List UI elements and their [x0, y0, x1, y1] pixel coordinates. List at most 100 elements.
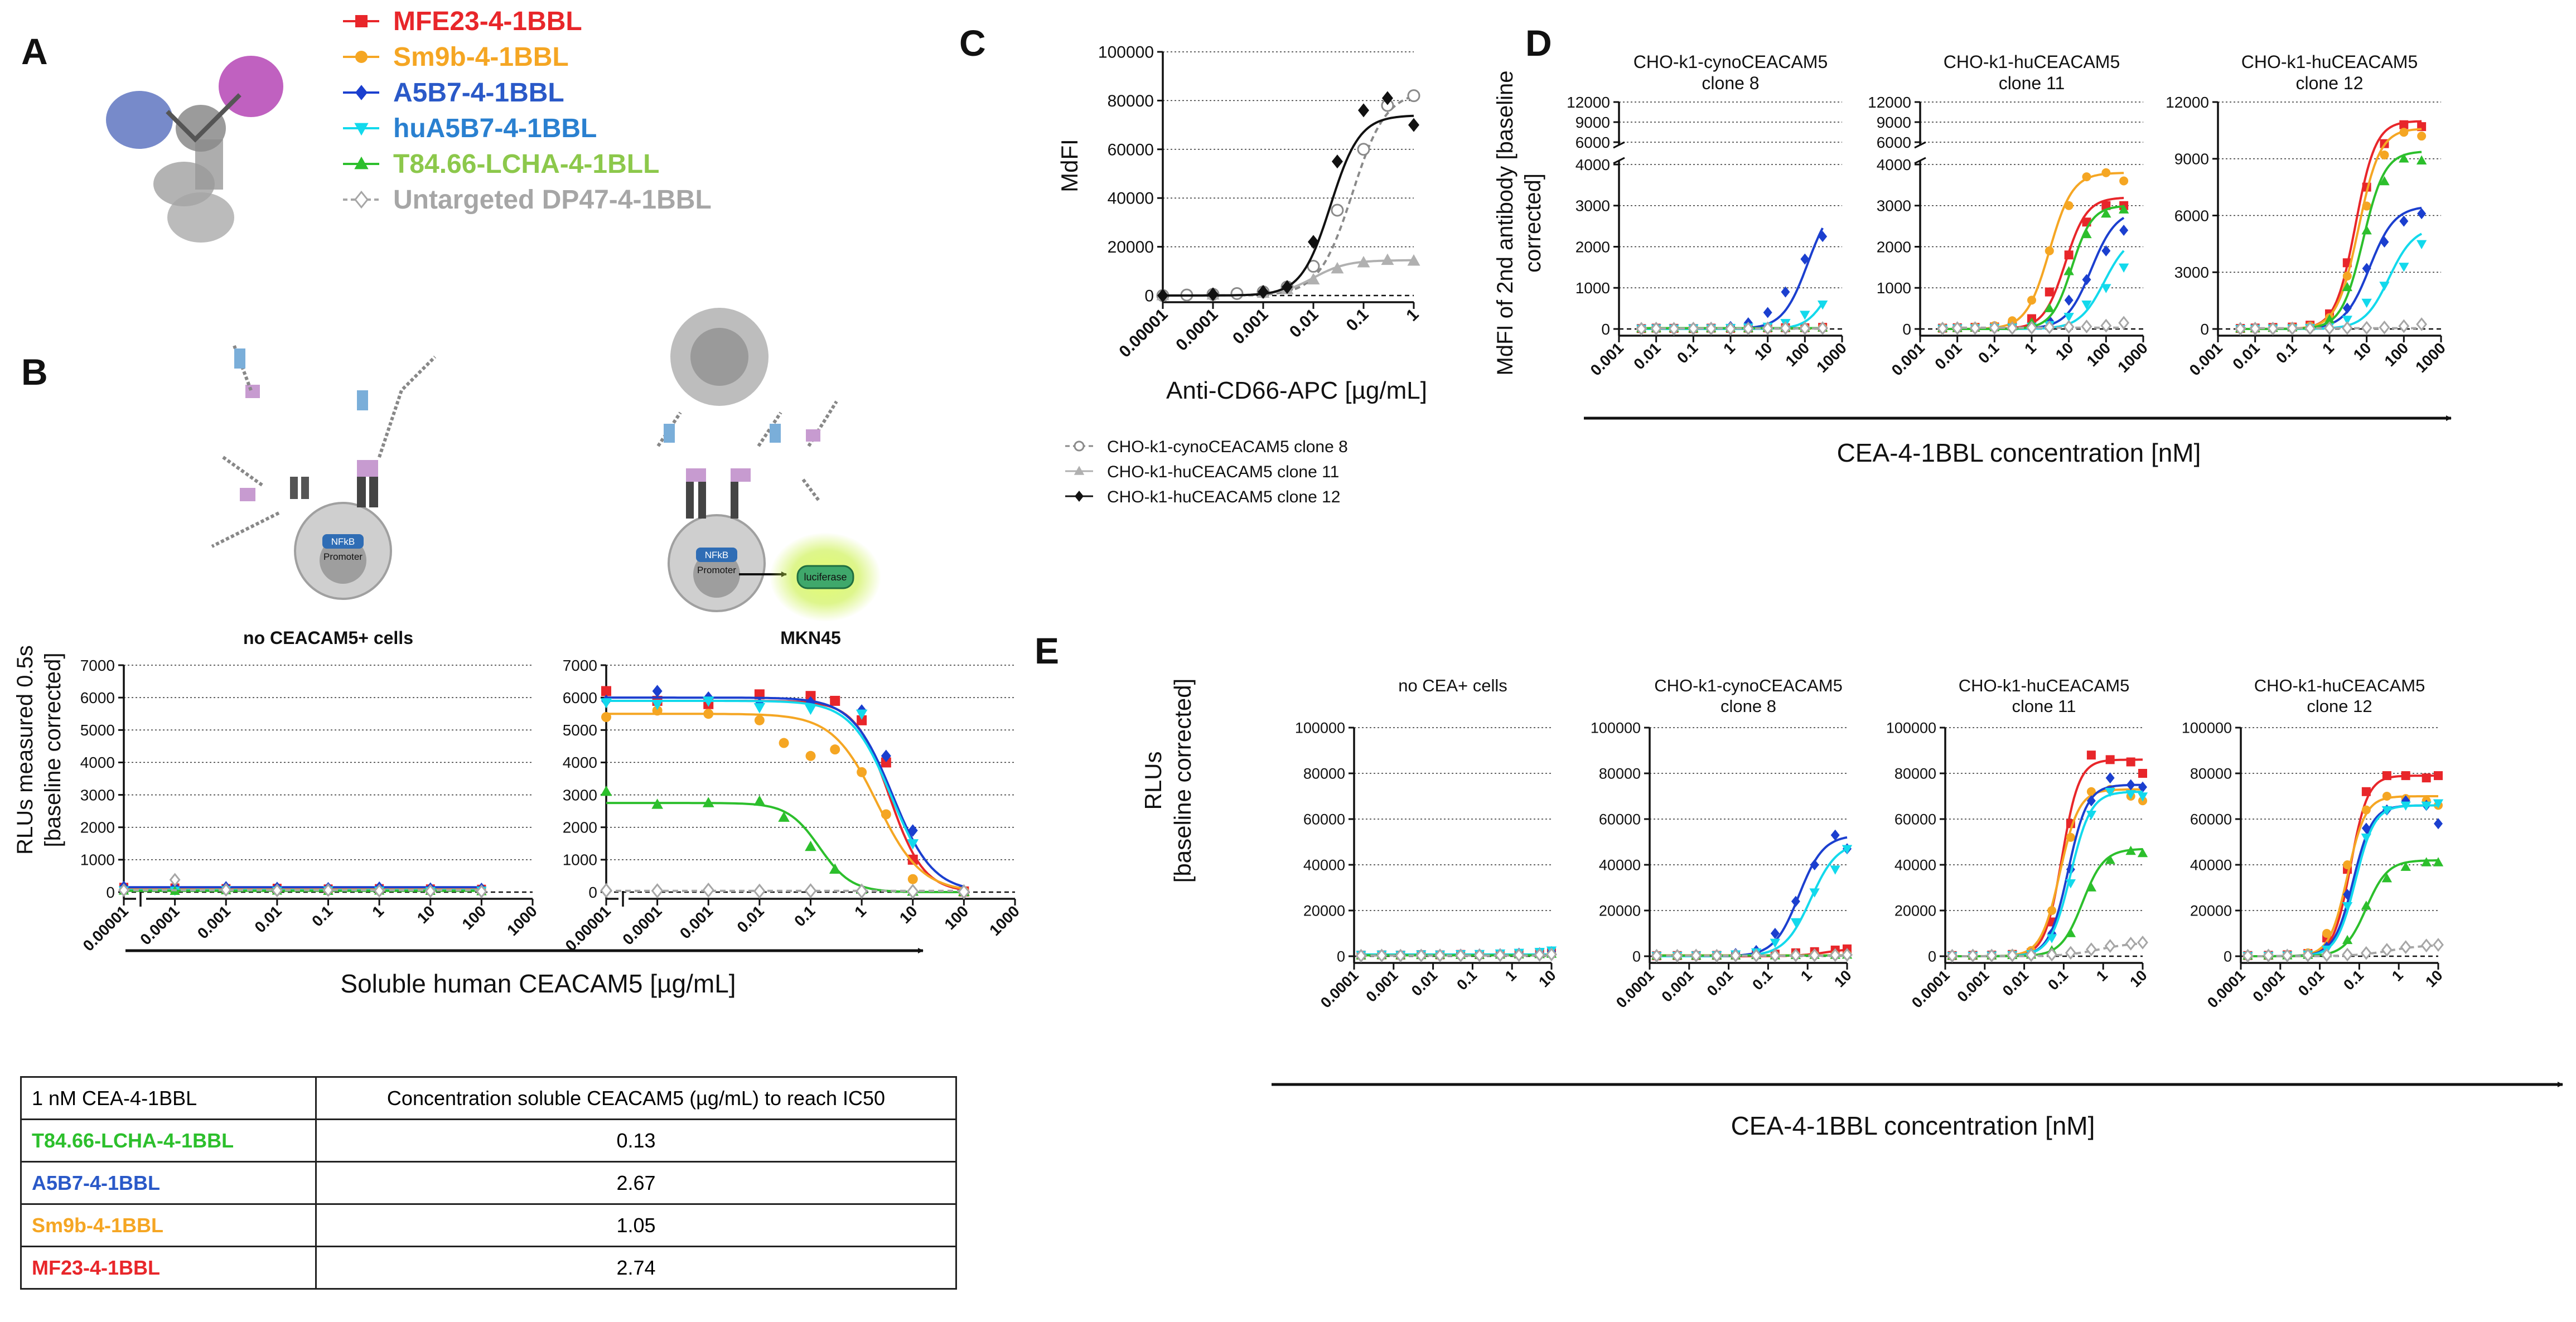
x-tick-label: 0.1 [308, 902, 336, 929]
data-point [829, 863, 841, 874]
data-point [1331, 204, 1344, 217]
data-point [2066, 832, 2075, 842]
series-fit-line [1952, 788, 2143, 957]
panel-b-xlabel: Soluble human CEACAM5 [µg/mL] [340, 969, 736, 998]
x-tick-label: 1 [2093, 967, 2111, 985]
series-fit-line [2248, 859, 2438, 957]
y-tick-label: 20000 [2190, 902, 2232, 919]
data-point [1830, 829, 1840, 841]
data-point [2065, 928, 2076, 937]
data-point [907, 824, 918, 837]
data-point [354, 190, 369, 209]
data-point [1763, 307, 1772, 318]
panel-label-d: D [1525, 22, 1552, 64]
data-point [1781, 286, 1790, 298]
y-tick-label: 6000 [1575, 134, 1610, 151]
x-tick-label: 0.01 [251, 902, 284, 936]
x-tick-label: 10 [896, 902, 921, 927]
x-tick-label: 0.01 [2229, 339, 2263, 372]
data-point [2400, 940, 2411, 955]
legend-label: CHO-k1-huCEACAM5 clone 11 [1107, 463, 1339, 481]
x-tick-label: 1 [1403, 306, 1422, 325]
panel-d-ylabel-line1: MdFI of 2nd antibody [baseline [1493, 70, 1517, 375]
table-row: Sm9b-4-1BBL 1.05 [20, 1203, 957, 1247]
chart-B1: no CEACAM5+ cells 0 1000 2000 3000 4000 5000 60… [80, 628, 540, 955]
data-point [1688, 321, 1699, 336]
data-point [2341, 321, 2353, 335]
data-point [2008, 316, 2017, 326]
x-tick-label: 0.1 [2340, 967, 2367, 994]
x-tick-label: 0.0001 [1613, 967, 1657, 1011]
data-point [2421, 857, 2432, 866]
data-point [1742, 321, 1754, 336]
data-point [1842, 845, 1853, 854]
legend-label: CHO-k1-cynoCEACAM5 clone 8 [1107, 438, 1348, 456]
data-point [805, 691, 816, 701]
data-point [1357, 143, 1370, 156]
y-tick-label: 2000 [1575, 238, 1610, 255]
data-point [2045, 287, 2054, 297]
data-point [2101, 284, 2111, 293]
data-point [2063, 319, 2075, 334]
data-point [779, 738, 789, 748]
y-tick-label: 7000 [80, 657, 115, 674]
data-point [355, 51, 368, 63]
x-tick-label: 1 [2389, 967, 2406, 985]
data-point [2380, 150, 2389, 159]
y-tick-label: 40000 [2190, 856, 2232, 873]
data-point [1358, 103, 1369, 118]
data-point [2043, 320, 2055, 335]
y-tick-label: 0 [1337, 948, 1345, 965]
x-tick-label: 10 [2126, 967, 2150, 990]
data-point [2137, 792, 2148, 802]
y-tick-label: 20000 [1599, 902, 1641, 919]
y-tick-label: 60000 [1108, 141, 1154, 159]
x-tick-label: 0.0001 [2204, 967, 2249, 1011]
chart-title: clone 12 [2296, 73, 2364, 93]
data-point [753, 883, 766, 899]
table-row: MF23-4-1BBL 2.74 [20, 1246, 957, 1290]
data-point [1946, 948, 1958, 963]
data-point [702, 797, 714, 807]
x-tick-label: 10 [2350, 339, 2375, 364]
promoter-label: Promoter [697, 565, 736, 575]
data-point [2361, 805, 2371, 815]
data-point [2046, 947, 2058, 962]
data-point [1281, 280, 1293, 294]
data-point [2242, 948, 2254, 963]
data-point [1074, 466, 1085, 475]
data-point [1791, 895, 1800, 907]
data-point [1355, 948, 1367, 963]
x-tick-label: 0.01 [1704, 967, 1736, 999]
data-point [2399, 128, 2409, 137]
data-point [424, 884, 436, 898]
data-point [1790, 948, 1801, 962]
data-point [271, 883, 283, 898]
nfkb-label: NFkB [705, 550, 729, 560]
data-point [2361, 900, 2372, 910]
y-tick-label: 40000 [1303, 856, 1345, 873]
legend-label: Sm9b-4-1BBL [393, 42, 569, 72]
y-tick-label: 60000 [1303, 811, 1345, 827]
x-tick-label: 0.1 [1975, 339, 2002, 366]
data-point [857, 715, 867, 725]
data-point [2065, 879, 2076, 889]
data-point [1395, 948, 1407, 963]
x-tick-label: 0.01 [1408, 967, 1441, 999]
legend-label: MFE23-4-1BBL [393, 7, 582, 36]
data-point [2137, 935, 2148, 950]
x-tick-label: 0.001 [1658, 967, 1697, 1005]
data-point [2086, 795, 2096, 807]
data-point [2417, 208, 2427, 220]
x-tick-label: 0.1 [1674, 339, 1701, 366]
data-point [1513, 948, 1525, 962]
x-tick-label: 10 [414, 902, 438, 927]
y-tick-label: 6000 [80, 689, 115, 706]
data-point [907, 854, 918, 865]
data-point [2081, 229, 2092, 239]
data-point [1494, 948, 1506, 962]
